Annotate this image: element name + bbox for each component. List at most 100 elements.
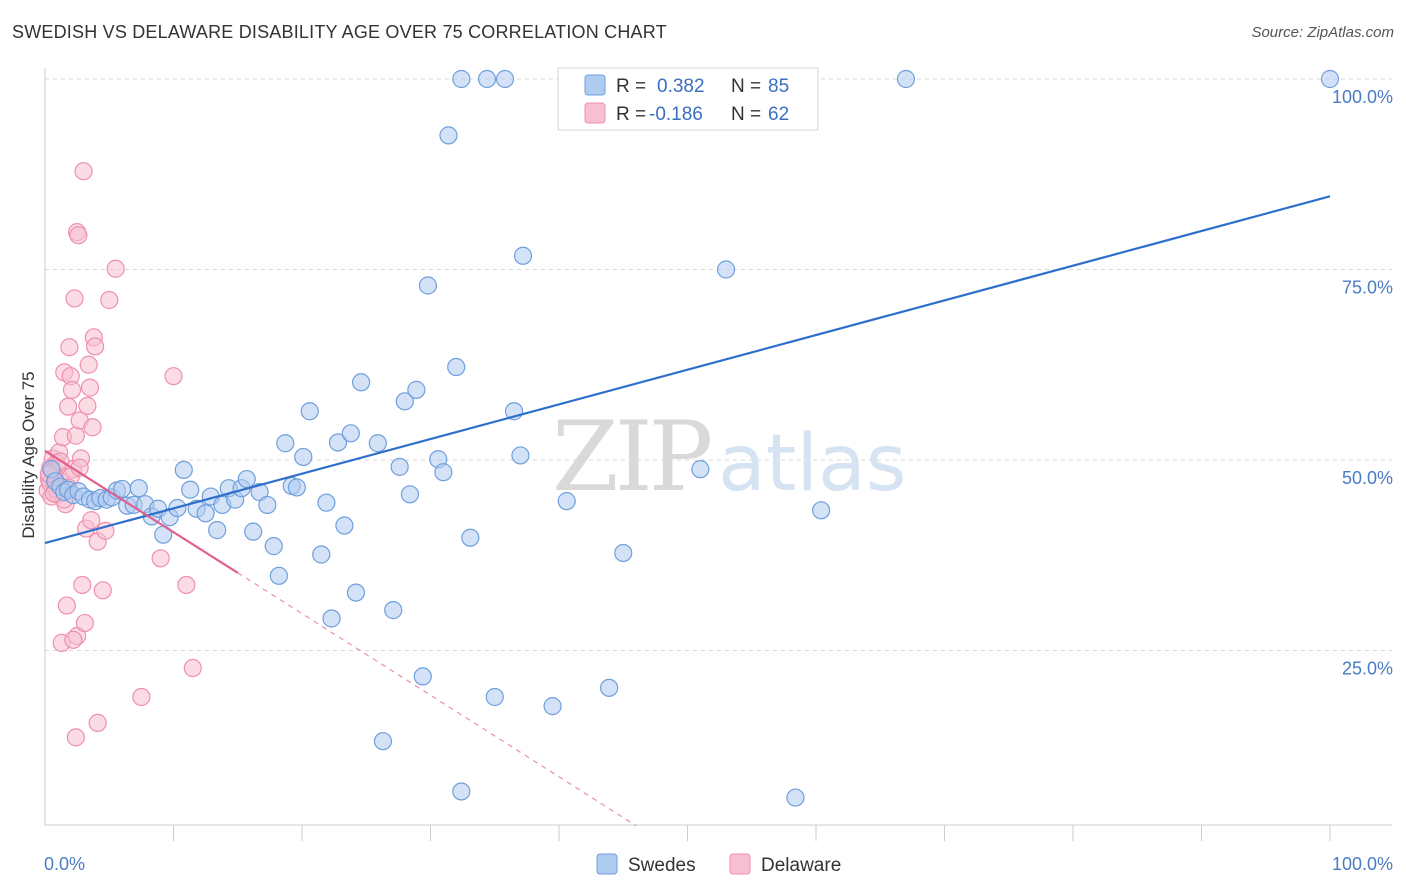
gridlines xyxy=(45,78,1392,651)
swedes-point xyxy=(341,424,360,443)
y-tick-label: 75.0% xyxy=(1342,278,1393,298)
delaware-point xyxy=(151,549,170,568)
legend-box: R = 0.382 N = 85 R = -0.186 N = 62 xyxy=(557,67,819,131)
delaware-point xyxy=(82,511,101,530)
watermark: ZIP atlas xyxy=(552,401,907,513)
bottom-legend: Swedes Delaware xyxy=(596,853,841,876)
delaware-point xyxy=(100,290,119,310)
swedes-point xyxy=(1320,69,1340,89)
bottom-legend-swatch-swedes xyxy=(596,853,618,875)
delaware-trend-extension xyxy=(237,572,637,827)
y-axis-label: Disability Age Over 75 xyxy=(19,371,38,538)
delaware-point xyxy=(62,380,82,399)
swedes-point xyxy=(373,732,393,751)
swedes-point xyxy=(208,521,227,540)
swedes-point xyxy=(312,545,331,564)
delaware-point xyxy=(66,426,85,445)
swedes-point xyxy=(447,357,466,377)
swedes-point xyxy=(716,260,736,279)
delaware-point xyxy=(57,596,76,615)
swedes-point xyxy=(439,126,458,145)
delaware-trend-line xyxy=(44,449,239,574)
swedes-point xyxy=(317,493,336,512)
swedes-point xyxy=(452,69,471,89)
delaware-point xyxy=(75,613,94,633)
swedes-point xyxy=(346,583,366,602)
legend-swatch-swedes xyxy=(584,74,606,96)
swedes-point xyxy=(513,246,533,265)
delaware-point xyxy=(65,289,84,308)
bottom-legend-label-delaware: Delaware xyxy=(761,855,841,876)
delaware-point xyxy=(79,355,98,374)
swedes-point xyxy=(181,480,200,499)
legend-r-label-swedes: R = xyxy=(616,76,646,97)
swedes-point xyxy=(477,69,497,89)
swedes-point xyxy=(322,609,341,628)
x-tick-label-min: 0.0% xyxy=(44,854,85,874)
swedes-point xyxy=(896,69,916,89)
swedes-point xyxy=(335,516,354,535)
x-tick-label-max: 100.0% xyxy=(1332,854,1393,874)
legend-r-value-swedes: 0.382 xyxy=(657,76,705,97)
swedes-points xyxy=(42,69,1340,807)
delaware-point xyxy=(183,658,202,678)
swedes-point xyxy=(258,495,277,515)
swedes-point xyxy=(511,446,530,465)
delaware-point xyxy=(73,575,92,595)
delaware-point xyxy=(93,581,112,600)
swedes-point xyxy=(276,434,295,453)
chart-title: SWEDISH VS DELAWARE DISABILITY AGE OVER … xyxy=(12,22,667,42)
delaware-point xyxy=(177,575,196,595)
swedes-point xyxy=(418,276,438,295)
legend-n-value-delaware: 62 xyxy=(768,104,789,125)
delaware-point xyxy=(80,378,100,397)
swedes-point xyxy=(786,788,805,807)
legend-swatch-delaware xyxy=(584,102,606,124)
swedes-point xyxy=(495,69,515,89)
swedes-point xyxy=(390,457,409,476)
delaware-point xyxy=(59,397,78,416)
y-tick-labels: 25.0% 50.0% 75.0% 100.0% xyxy=(1332,87,1393,679)
legend-r-value-delaware: -0.186 xyxy=(649,104,703,125)
swedes-point xyxy=(395,392,414,411)
swedes-point xyxy=(269,566,288,585)
swedes-point xyxy=(352,373,371,392)
delaware-point xyxy=(88,713,107,732)
swedes-point xyxy=(196,504,215,523)
swedes-trend-line xyxy=(44,195,1331,545)
swedes-point xyxy=(461,528,480,547)
delaware-point xyxy=(132,687,151,707)
delaware-points xyxy=(38,162,202,747)
swedes-point xyxy=(407,380,426,399)
y-tick-label: 50.0% xyxy=(1342,468,1393,488)
bottom-legend-swatch-delaware xyxy=(729,853,751,875)
delaware-point xyxy=(83,418,102,437)
swedes-point xyxy=(452,782,471,801)
swedes-point xyxy=(300,402,319,421)
delaware-point xyxy=(106,259,125,278)
swedes-point xyxy=(237,469,256,489)
swedes-point xyxy=(294,447,313,467)
swedes-point xyxy=(614,543,633,563)
swedes-point xyxy=(287,478,306,497)
swedes-point xyxy=(543,697,562,716)
delaware-point xyxy=(66,728,85,747)
delaware-point xyxy=(60,338,79,357)
delaware-point xyxy=(78,396,97,415)
delaware-point xyxy=(69,226,88,245)
legend-n-label-delaware: N = xyxy=(731,104,761,125)
swedes-point xyxy=(328,433,348,452)
y-tick-label: 100.0% xyxy=(1332,87,1393,107)
trend-lines xyxy=(44,195,1331,827)
delaware-point xyxy=(86,337,105,356)
swedes-point xyxy=(174,460,193,480)
delaware-point xyxy=(164,367,183,386)
swedes-point xyxy=(368,434,387,453)
delaware-point xyxy=(74,162,93,181)
swedes-point xyxy=(413,667,432,686)
delaware-point xyxy=(64,630,83,649)
x-ticks xyxy=(173,825,1331,841)
watermark-zip: ZIP xyxy=(552,401,711,513)
y-tick-label: 25.0% xyxy=(1342,659,1393,679)
